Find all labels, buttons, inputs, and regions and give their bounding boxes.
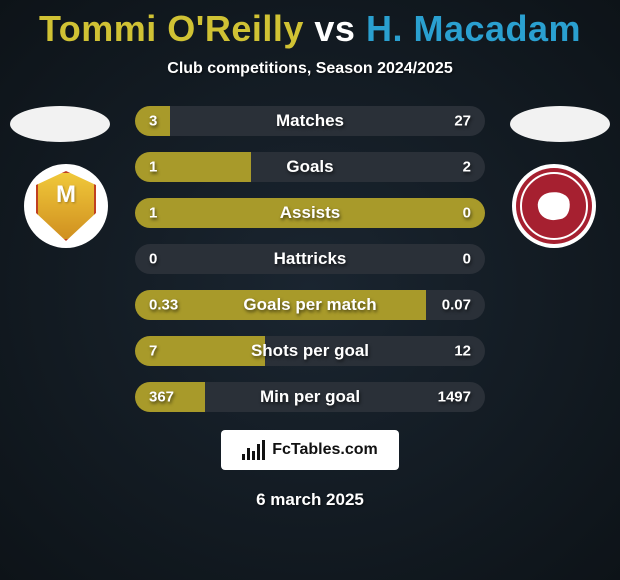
player2-photo-placeholder xyxy=(510,106,610,142)
stat-left-value: 367 xyxy=(149,389,174,406)
morecambe-logo xyxy=(516,168,592,244)
stat-right-value: 12 xyxy=(454,343,471,360)
stat-label: Shots per goal xyxy=(251,341,369,361)
stat-row: 3 27 Matches xyxy=(135,106,485,136)
stat-left-value: 7 xyxy=(149,343,157,360)
comparison-title: Tommi O'Reilly vs H. Macadam xyxy=(0,0,620,50)
fctables-logo: FcTables.com xyxy=(221,430,399,470)
stat-right-value: 0.07 xyxy=(442,297,471,314)
date-text: 6 march 2025 xyxy=(0,490,620,510)
stat-row: 7 12 Shots per goal xyxy=(135,336,485,366)
player2-name: H. Macadam xyxy=(366,8,581,49)
stat-label: Goals xyxy=(286,157,333,177)
stat-row: 0.33 0.07 Goals per match xyxy=(135,290,485,320)
stat-right-value: 0 xyxy=(463,205,471,222)
stat-left-value: 3 xyxy=(149,113,157,130)
stat-left-value: 1 xyxy=(149,159,157,176)
stat-left-value: 0.33 xyxy=(149,297,178,314)
stat-left-value: 1 xyxy=(149,205,157,222)
stat-label: Matches xyxy=(276,111,344,131)
mkdons-logo: M xyxy=(36,171,96,241)
content-area: M 327Matches12Goals10Assists00Hattricks0… xyxy=(0,106,620,412)
stat-label: Min per goal xyxy=(260,387,360,407)
stat-row: 1 0 Assists xyxy=(135,198,485,228)
fctables-text: FcTables.com xyxy=(272,441,378,459)
vs-text: vs xyxy=(314,8,355,49)
subtitle: Club competitions, Season 2024/2025 xyxy=(0,60,620,78)
stat-left-value: 0 xyxy=(149,251,157,268)
stat-label: Assists xyxy=(280,203,340,223)
stat-row: 0 0 Hattricks xyxy=(135,244,485,274)
player1-photo-placeholder xyxy=(10,106,110,142)
stat-row: 1 2 Goals xyxy=(135,152,485,182)
stat-bars: 327Matches12Goals10Assists00Hattricks0.3… xyxy=(135,106,485,412)
stat-right-value: 2 xyxy=(463,159,471,176)
club-badge-left: M xyxy=(24,164,108,248)
stat-right-value: 1497 xyxy=(438,389,471,406)
stat-label: Goals per match xyxy=(243,295,376,315)
stat-right-value: 0 xyxy=(463,251,471,268)
club-badge-right xyxy=(512,164,596,248)
stat-label: Hattricks xyxy=(274,249,347,269)
stat-right-value: 27 xyxy=(454,113,471,130)
player1-name: Tommi O'Reilly xyxy=(39,8,304,49)
stat-row: 367 1497 Min per goal xyxy=(135,382,485,412)
chart-icon xyxy=(242,440,266,460)
